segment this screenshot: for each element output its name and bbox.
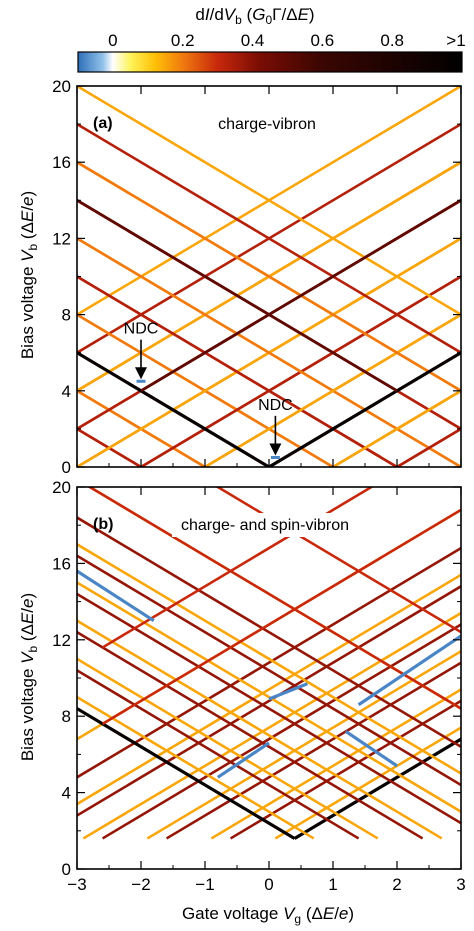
y-tick-label: 12 xyxy=(52,229,71,248)
panel-title-box xyxy=(172,513,358,537)
colorbar-tick-label: 0 xyxy=(108,31,117,50)
ndc-arrowhead xyxy=(269,443,282,456)
ndc-line xyxy=(357,634,461,707)
panel-title: charge- and spin-vibron xyxy=(181,517,349,534)
resonance-line xyxy=(140,198,461,393)
resonance-line xyxy=(77,668,360,840)
resonance-line xyxy=(77,465,78,467)
y-tick-label: 20 xyxy=(52,77,71,96)
resonance-line xyxy=(77,580,461,814)
resonance-line xyxy=(77,160,461,393)
resonance-line xyxy=(77,706,296,840)
resonance-line xyxy=(77,619,443,840)
resonance-line xyxy=(77,592,461,825)
x-tick-label: 3 xyxy=(456,875,465,894)
resonance-lines xyxy=(77,487,461,840)
x-tick-label: 0 xyxy=(264,875,273,894)
resonance-line xyxy=(268,350,461,467)
panel-tag: (b) xyxy=(93,516,113,533)
resonance-line xyxy=(101,508,461,725)
colorbar: dI/dVb (G0Γ/ΔE) 0 0.2 0.4 0.6 0.8 >1 xyxy=(77,5,466,73)
ndc-arrowhead xyxy=(135,367,147,380)
x-tick-label: −3 xyxy=(67,875,86,894)
panel-a: NDC NDC 0 4 8 12 16 20 (a) charge-vibron xyxy=(0,77,462,477)
y-tick-label: 0 xyxy=(62,860,71,879)
x-tick-label: 1 xyxy=(328,875,337,894)
resonance-line xyxy=(77,573,461,806)
resonance-line xyxy=(77,313,334,467)
y-tick-label: 16 xyxy=(52,554,71,573)
ndc-line xyxy=(268,682,308,701)
colorbar-label: dI/dVb (G0Γ/ΔE) xyxy=(195,5,314,27)
y-tick-label: 12 xyxy=(52,631,71,650)
y-tick-label: 16 xyxy=(52,153,71,172)
x-axis-label: Gate voltage Vg (ΔE/e) xyxy=(182,904,354,926)
resonance-line xyxy=(332,389,461,467)
resonance-line xyxy=(77,657,379,840)
colorbar-tick-label: >1 xyxy=(446,31,465,50)
y-tick-label: 4 xyxy=(62,784,71,803)
resonance-line xyxy=(77,516,461,749)
resonance-line xyxy=(77,389,206,467)
resonance-line xyxy=(77,86,461,317)
resonance-line xyxy=(215,487,461,634)
panel-title: charge-vibron xyxy=(218,116,316,133)
y-axis-label-b: Bias voltage Vb (ΔE/e) xyxy=(18,593,40,761)
resonance-lines xyxy=(0,86,461,467)
resonance-line xyxy=(77,236,461,467)
y-axis-label-a: Bias voltage Vb (ΔE/e) xyxy=(18,191,40,359)
resonance-line xyxy=(77,274,398,467)
resonance-line xyxy=(77,542,461,776)
colorbar-gradient xyxy=(77,51,463,73)
ndc-line xyxy=(216,741,270,779)
colorbar-tick-label: 0.4 xyxy=(241,31,265,50)
colorbar-tick-label: 0.2 xyxy=(171,31,195,50)
resonance-line xyxy=(460,465,461,467)
colorbar-tick-label: 0.8 xyxy=(380,31,404,50)
resonance-line xyxy=(87,487,461,711)
panel-title-box xyxy=(205,112,329,136)
y-tick-label: 8 xyxy=(62,306,71,325)
ndc-line xyxy=(344,730,398,768)
resonance-line xyxy=(0,86,13,467)
resonance-line xyxy=(77,198,398,393)
x-tick-label: −2 xyxy=(131,875,150,894)
ndc-label: NDC xyxy=(258,397,293,414)
x-tick-label: −1 xyxy=(195,875,214,894)
y-tick-label: 8 xyxy=(62,707,71,726)
resonance-line xyxy=(77,350,270,467)
resonance-line xyxy=(77,695,315,840)
colorbar-tick-label: 0.6 xyxy=(311,31,335,50)
y-tick-label: 20 xyxy=(52,478,71,497)
resonance-line xyxy=(101,487,374,649)
y-tick-label: 4 xyxy=(62,382,71,401)
resonance-line xyxy=(204,313,461,467)
panel-tag: (a) xyxy=(93,115,113,132)
ndc-label: NDC xyxy=(124,321,159,338)
resonance-line xyxy=(140,274,461,467)
x-tick-label: 2 xyxy=(392,875,401,894)
y-tick-label: 0 xyxy=(62,458,71,477)
ndc-line xyxy=(77,569,155,623)
